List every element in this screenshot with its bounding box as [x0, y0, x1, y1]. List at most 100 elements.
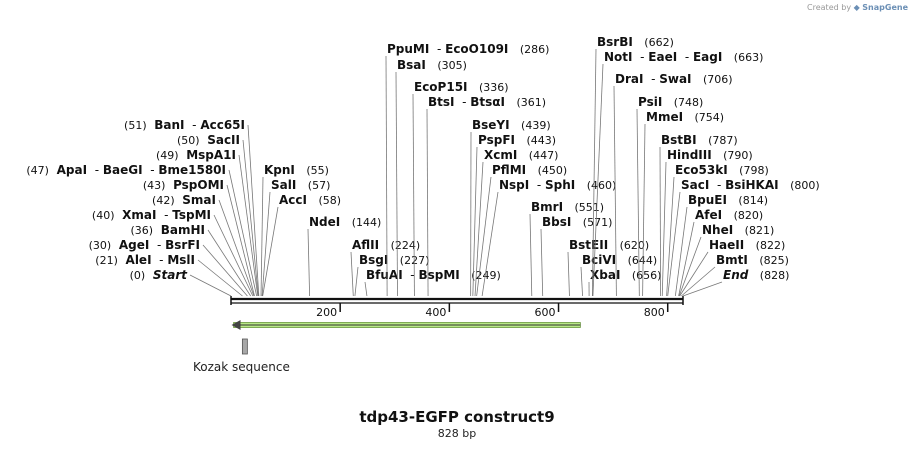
site-leader-line	[197, 259, 243, 297]
site-label[interactable]: (40) XmaI - TspMI	[92, 208, 211, 222]
site-label[interactable]: BsrBI (662)	[597, 35, 674, 49]
site-label[interactable]: BtsI - BtsαI (361)	[428, 95, 546, 109]
enzyme-name: NdeI	[309, 215, 340, 229]
enzyme-name: SacI	[681, 178, 709, 192]
site-label[interactable]: BstEII (620)	[569, 238, 649, 252]
site-label[interactable]: (43) PspOMI	[143, 178, 224, 192]
site-label[interactable]: BsgI (227)	[359, 253, 429, 267]
site-label[interactable]: EcoP15I (336)	[414, 80, 509, 94]
site-label[interactable]: XcmI (447)	[484, 148, 558, 162]
enzyme-name: SmaI	[182, 193, 216, 207]
site-leader-line	[189, 274, 232, 297]
site-leader-line	[661, 161, 667, 297]
site-label[interactable]: PpuMI - EcoO109I (286)	[387, 42, 549, 56]
site-label[interactable]: HindIII (790)	[667, 148, 753, 162]
site-position: (30)	[89, 239, 112, 252]
site-position: (55)	[306, 164, 329, 177]
kozak-feature-box[interactable]	[241, 338, 248, 355]
site-label[interactable]: (47) ApaI - BaeGI - Bme1580I	[26, 163, 226, 177]
site-label[interactable]: HaeII (822)	[709, 238, 785, 252]
site-label[interactable]: AflII (224)	[352, 238, 420, 252]
site-label[interactable]: AfeI (820)	[695, 208, 763, 222]
site-label[interactable]: (49) MspA1I	[156, 148, 236, 162]
site-leader-line	[238, 154, 259, 297]
enzyme-name: EaeI	[648, 50, 677, 64]
enzyme-name: BaeGI	[103, 163, 143, 177]
site-position: (57)	[308, 179, 331, 192]
enzyme-name: AfeI	[695, 208, 722, 222]
enzyme-name: Bme1580I	[158, 163, 226, 177]
site-position: (224)	[391, 239, 421, 252]
site-label[interactable]: SalI (57)	[271, 178, 330, 192]
site-position: (706)	[703, 73, 733, 86]
site-position: (748)	[674, 96, 704, 109]
site-leader-line	[218, 199, 255, 297]
site-label[interactable]: NdeI (144)	[309, 215, 381, 229]
site-leader-line	[592, 63, 604, 297]
enzyme-name: HaeII	[709, 238, 744, 252]
site-position: (620)	[620, 239, 650, 252]
site-label[interactable]: (42) SmaI	[152, 193, 216, 207]
site-label[interactable]: AccI (58)	[279, 193, 341, 207]
site-label[interactable]: NotI - EaeI - EagI (663)	[604, 50, 763, 64]
site-label[interactable]: BmtI (825)	[716, 253, 789, 267]
site-label[interactable]: BciVI (644)	[582, 253, 657, 267]
enzyme-name: BstEII	[569, 238, 608, 252]
enzyme-name: BamHI	[161, 223, 205, 237]
enzyme-name: PsiI	[638, 95, 662, 109]
site-label[interactable]: End (828)	[723, 268, 789, 282]
enzyme-name: BbsI	[542, 215, 571, 229]
site-label[interactable]: (36) BamHI	[131, 223, 206, 237]
site-position: (361)	[516, 96, 546, 109]
enzyme-name: BspMI	[418, 268, 459, 282]
site-label[interactable]: PspFI (443)	[478, 133, 556, 147]
site-position: (286)	[520, 43, 550, 56]
enzyme-name: EcoO109I	[445, 42, 508, 56]
enzyme-name: HindIII	[667, 148, 712, 162]
map-length: 828 bp	[437, 427, 477, 440]
site-label[interactable]: DraI - SwaI (706)	[615, 72, 733, 86]
site-label[interactable]: (51) BanI - Acc65I	[124, 118, 245, 132]
site-label[interactable]: MmeI (754)	[646, 110, 724, 124]
site-position: (49)	[156, 149, 179, 162]
site-leader-line	[262, 206, 279, 297]
site-label[interactable]: NspI - SphI (460)	[499, 178, 616, 192]
site-position: (798)	[739, 164, 769, 177]
site-label[interactable]: BsaI (305)	[397, 58, 467, 72]
site-label[interactable]: (30) AgeI - BsrFI	[89, 238, 200, 252]
site-label[interactable]: BseYI (439)	[472, 118, 551, 132]
map-title: tdp43-EGFP construct9	[359, 408, 555, 426]
site-label[interactable]: (0) Start	[130, 268, 189, 282]
enzyme-name: BfuAI	[366, 268, 403, 282]
site-label[interactable]: (21) AleI - MslI	[95, 253, 195, 267]
site-leader-line	[636, 108, 640, 297]
site-label[interactable]: Eco53kI (798)	[675, 163, 769, 177]
site-label[interactable]: KpnI (55)	[264, 163, 329, 177]
enzyme-name: BtsI	[428, 95, 455, 109]
site-label[interactable]: BstBI (787)	[661, 133, 738, 147]
enzyme-name: Start	[153, 268, 188, 282]
site-position: (663)	[734, 51, 764, 64]
site-label[interactable]: PflMI (450)	[492, 163, 567, 177]
site-label[interactable]: XbaI (656)	[590, 268, 661, 282]
site-position: (144)	[352, 216, 382, 229]
site-leader-line	[567, 251, 570, 297]
site-position: (443)	[526, 134, 556, 147]
site-label[interactable]: BfuAI - BspMI (249)	[366, 268, 501, 282]
site-label[interactable]: BmrI (551)	[531, 200, 604, 214]
site-label[interactable]: BpuEI (814)	[688, 193, 768, 207]
site-position: (58)	[318, 194, 341, 207]
site-leader-line	[350, 251, 354, 297]
site-leader-line	[260, 176, 264, 297]
site-label[interactable]: (50) SacII	[177, 133, 240, 147]
enzyme-name: BmrI	[531, 200, 563, 214]
site-label[interactable]: SacI - BsiHKAI (800)	[681, 178, 820, 192]
site-label[interactable]: PsiI (748)	[638, 95, 703, 109]
site-leader-line	[385, 55, 388, 297]
site-label[interactable]: BbsI (571)	[542, 215, 612, 229]
site-position: (814)	[738, 194, 768, 207]
site-label[interactable]: NheI (821)	[702, 223, 774, 237]
site-leader-line	[247, 124, 260, 297]
site-position: (21)	[95, 254, 118, 267]
site-leader-line	[682, 281, 723, 297]
